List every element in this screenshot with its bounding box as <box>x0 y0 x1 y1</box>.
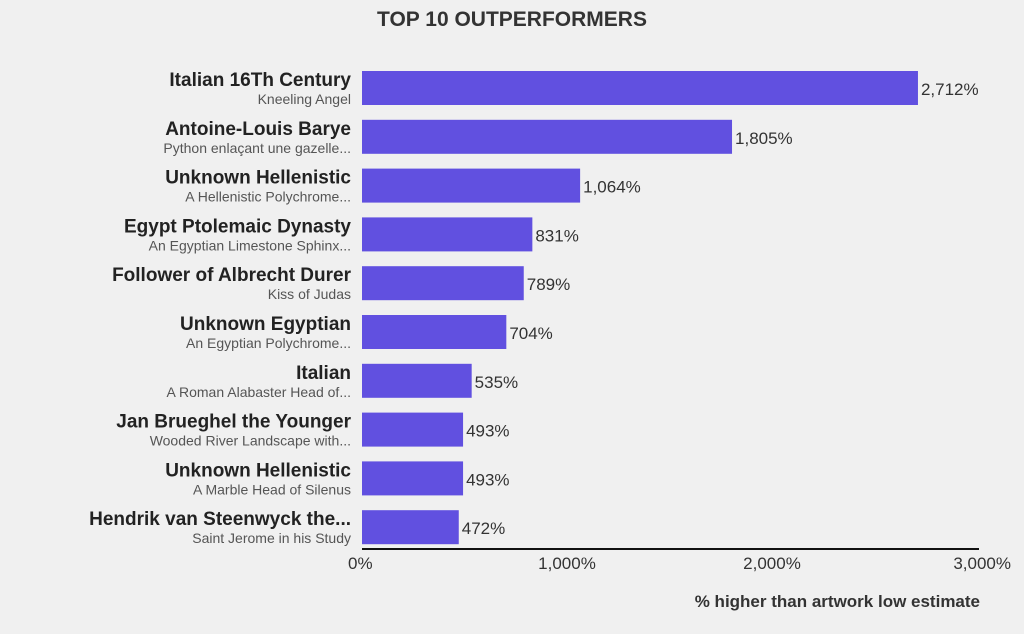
x-tick-label: 2,000% <box>743 554 801 573</box>
data-label: 789% <box>527 275 570 294</box>
data-label: 472% <box>462 519 505 538</box>
artist-label: Unknown Egyptian <box>180 314 351 335</box>
artwork-label: A Marble Head of Silenus <box>193 481 351 497</box>
bar <box>362 363 472 398</box>
x-tick-label: 1,000% <box>538 554 596 573</box>
data-label: 493% <box>466 422 509 441</box>
bar <box>362 510 459 545</box>
data-label: 1,805% <box>735 129 793 148</box>
artwork-label: A Hellenistic Polychrome... <box>185 189 351 205</box>
bar <box>362 412 464 447</box>
bar <box>362 168 581 203</box>
artist-label: Italian <box>296 363 351 384</box>
value-labels: 2,712% 1,805% 1,064% 831% 789% 704% 535% 493% 49… <box>462 80 979 538</box>
bar <box>362 217 533 252</box>
artwork-label: Wooded River Landscape with... <box>150 433 351 449</box>
data-label: 831% <box>535 226 578 245</box>
x-tick-label: 0% <box>348 554 373 573</box>
artwork-label: Saint Jerome in his Study <box>192 530 351 546</box>
artist-label: Unknown Hellenistic <box>165 168 351 189</box>
artist-label: Italian 16Th Century <box>169 70 351 91</box>
data-label: 704% <box>509 324 552 343</box>
artwork-label: Python enlaçant une gazelle... <box>163 140 351 156</box>
artist-label: Follower of Albrecht Durer <box>112 265 352 286</box>
artwork-label: Kiss of Judas <box>268 286 351 302</box>
data-label: 535% <box>475 373 518 392</box>
bar <box>362 119 733 154</box>
artwork-label: Kneeling Angel <box>258 91 351 107</box>
bar <box>362 266 524 301</box>
artist-label: Antoine-Louis Barye <box>165 119 351 140</box>
artwork-label: An Egyptian Polychrome... <box>186 335 351 351</box>
x-axis-label: % higher than artwork low estimate <box>695 592 980 611</box>
x-tick-labels: 0% 1,000% 2,000% 3,000% <box>348 554 1011 573</box>
chart-title: TOP 10 OUTPERFORMERS <box>377 8 647 31</box>
bar <box>362 71 918 105</box>
artwork-label: A Roman Alabaster Head of... <box>167 384 351 400</box>
artist-label: Jan Brueghel the Younger <box>116 412 351 433</box>
data-label: 2,712% <box>921 80 979 99</box>
bars-layer <box>362 71 918 545</box>
artist-label: Hendrik van Steenwyck the... <box>89 509 351 530</box>
artist-label: Unknown Hellenistic <box>165 460 351 481</box>
bar <box>362 315 507 349</box>
artist-label: Egypt Ptolemaic Dynasty <box>124 216 351 237</box>
x-tick-label: 3,000% <box>953 554 1011 573</box>
bar <box>362 461 464 496</box>
data-label: 493% <box>466 470 509 489</box>
data-label: 1,064% <box>583 178 641 197</box>
artwork-label: An Egyptian Limestone Sphinx... <box>149 237 351 253</box>
